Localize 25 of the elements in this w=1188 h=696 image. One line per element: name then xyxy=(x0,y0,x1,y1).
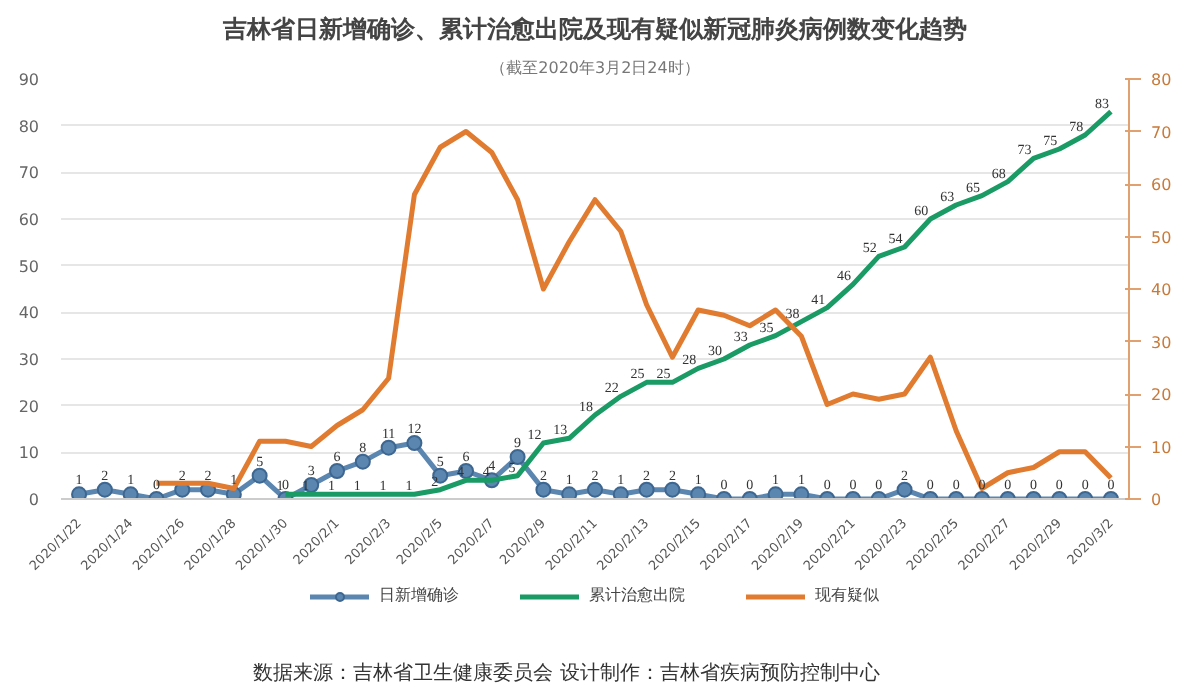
source-note: 数据来源：吉林省卫生健康委员会 设计制作：吉林省疾病预防控制中心 xyxy=(253,661,880,685)
y2-tick-label: 0 xyxy=(1151,491,1162,509)
y2-tick-label: 80 xyxy=(1151,71,1172,89)
y-tick-label: 20 xyxy=(18,397,40,416)
y2-tick-label: 50 xyxy=(1151,228,1172,247)
y2-tick-label: 40 xyxy=(1151,281,1172,299)
y-tick-label: 0 xyxy=(28,491,40,509)
legend-label: 日新增确诊 xyxy=(379,584,459,606)
y2-tick-label: 20 xyxy=(1151,386,1172,404)
y-tick-label: 10 xyxy=(18,444,40,463)
y-tick-label: 60 xyxy=(18,211,40,229)
y2-tick-label: 30 xyxy=(1151,333,1172,352)
legend-label: 现有疑似 xyxy=(815,584,879,606)
y-tick-label: 80 xyxy=(18,117,40,136)
y-tick-label: 70 xyxy=(18,164,40,183)
legend-label: 累计治愈出院 xyxy=(589,584,685,606)
y-tick-label: 30 xyxy=(18,351,40,369)
chart-subtitle: （截至2020年3月2日24时） xyxy=(490,59,700,77)
y-tick-label: 90 xyxy=(18,71,40,89)
y2-tick-label: 70 xyxy=(1151,123,1172,142)
y-tick-label: 40 xyxy=(18,304,40,323)
y-tick-label: 50 xyxy=(18,257,40,276)
y2-tick-label: 10 xyxy=(1151,438,1172,457)
chart-title: 吉林省日新增确诊、累计治愈出院及现有疑似新冠肺炎病例数变化趋势 xyxy=(221,15,967,43)
y2-tick-label: 60 xyxy=(1151,176,1172,194)
